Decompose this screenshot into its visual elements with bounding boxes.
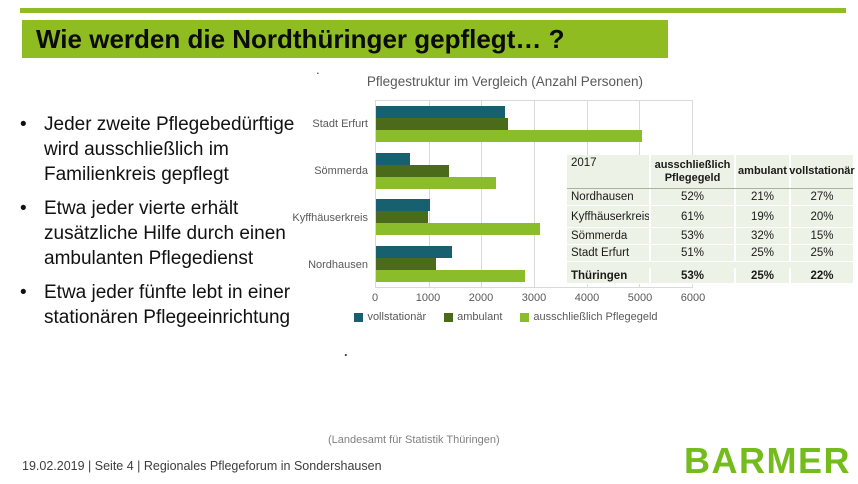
source-note: (Landesamt für Statistik Thüringen) <box>328 434 500 446</box>
legend-label: vollstationär <box>367 311 427 323</box>
table-cell-value: 53% <box>649 228 734 244</box>
bullet-item: • Jeder zweite Pflegebedürftige wird aus… <box>14 112 324 187</box>
table-cell-value: 32% <box>734 228 789 244</box>
bullet-marker: • <box>20 114 27 135</box>
table-row-nordhausen: Nordhausen 52% 21% 27% <box>567 189 853 206</box>
legend-swatch <box>520 312 530 322</box>
bullet-text: Etwa jeder fünfte lebt in einer stationä… <box>44 282 291 328</box>
table-row-th-ringen: Thüringen 53% 25% 22% <box>567 268 853 284</box>
bullet-list: • Jeder zweite Pflegebedürftige wird aus… <box>14 112 324 339</box>
table-row-stadt-erfurt: Stadt Erfurt 51% 25% 25% <box>567 245 853 262</box>
x-tick-label: 4000 <box>574 292 600 304</box>
gridline <box>534 101 535 287</box>
legend-label: ambulant <box>457 311 503 323</box>
table-row-s-mmerda: Sömmerda 53% 32% 15% <box>567 228 853 245</box>
barmer-logo: BARMER <box>684 440 851 481</box>
bar-ambulant <box>376 164 450 177</box>
table-cell-value: 21% <box>734 189 789 205</box>
table-row-label: Sömmerda <box>571 230 628 242</box>
bar-ambulant <box>376 257 436 270</box>
table-cell-value: 25% <box>789 245 853 261</box>
bar-ambulant <box>376 211 429 224</box>
table-header-row: 2017 ausschließlich Pflegegeld ambulant vol… <box>567 155 855 189</box>
category-label: Stadt Erfurt <box>312 117 368 130</box>
stray-period: . <box>344 344 348 359</box>
pflegestruktur-chart: Pflegestruktur im Vergleich (Anzahl Pers… <box>290 70 705 338</box>
slide-title-bar: Wie werden die Nordthüringer gepflegt… ? <box>22 20 668 58</box>
bar-group-s-mmerda <box>376 148 692 195</box>
gridline <box>428 101 430 287</box>
legend-swatch <box>444 312 454 322</box>
table-cell-value: 52% <box>649 189 734 205</box>
x-tick-label: 6000 <box>680 292 706 304</box>
category-label: Nordhausen <box>308 258 368 271</box>
stray-period: . <box>316 62 320 77</box>
table-cell-value: 27% <box>789 189 853 205</box>
bar-group-kyffh-userkreis <box>376 194 692 241</box>
bar-vollstation-r <box>376 245 453 258</box>
table-year-label: 2017 <box>571 157 597 169</box>
legend-item: ausschließlich Pflegegeld <box>520 311 658 323</box>
chart-title: Pflegestruktur im Vergleich (Anzahl Pers… <box>366 74 644 89</box>
table-cell-value: 20% <box>789 206 853 227</box>
bar-ausschlie-lich-pflegegeld <box>376 176 497 189</box>
x-tick-label: 0 <box>371 292 379 304</box>
chart-plot-area <box>375 100 693 288</box>
table-row-label: Nordhausen <box>571 191 634 203</box>
bullet-item: • Etwa jeder vierte erhält zusätzliche H… <box>14 196 324 271</box>
comparison-table: 2017 ausschließlich Pflegegeld ambulant vol… <box>567 155 855 284</box>
table-row-label: Thüringen <box>571 269 628 282</box>
bullet-marker: • <box>20 198 27 219</box>
bar-vollstation-r <box>376 106 506 119</box>
table-cell-value: 19% <box>734 206 789 227</box>
top-accent-strip <box>20 8 846 13</box>
x-tick-label: 1000 <box>415 292 441 304</box>
bar-ausschlie-lich-pflegegeld <box>376 269 525 282</box>
table-cell-value: 15% <box>789 228 853 244</box>
x-tick-label: 3000 <box>521 292 547 304</box>
legend-item: ambulant <box>444 311 502 323</box>
gridline <box>481 101 483 287</box>
bar-vollstation-r <box>376 199 430 212</box>
bar-group-nordhausen <box>376 241 692 288</box>
page-title: Wie werden die Nordthüringer gepflegt… ? <box>36 23 565 54</box>
category-label: Kyffhäuserkreis <box>292 211 368 224</box>
bullet-marker: • <box>20 282 27 303</box>
bar-ausschlie-lich-pflegegeld <box>376 130 642 143</box>
table-column-header: vollstationär <box>789 155 855 188</box>
table-cell-value: 61% <box>649 206 734 227</box>
chart-legend: vollstationär ambulant ausschließlich Pfle… <box>310 311 702 323</box>
bar-vollstation-r <box>376 152 411 165</box>
x-tick-label: 5000 <box>627 292 653 304</box>
table-cell-value: 51% <box>649 245 734 261</box>
table-cell-value: 22% <box>789 268 853 283</box>
bullet-text: Etwa jeder vierte erhält zusätzliche Hil… <box>44 198 286 269</box>
legend-label: ausschließlich Pflegegeld <box>533 311 658 323</box>
bar-ausschlie-lich-pflegegeld <box>376 223 540 236</box>
legend-swatch <box>354 312 364 322</box>
x-tick-label: 2000 <box>468 292 494 304</box>
table-column-header: ambulant <box>734 155 789 188</box>
table-row-label: Kyffhäuserkreis <box>571 210 651 223</box>
table-row-kyffh-userkreis: Kyffhäuserkreis 61% 19% 20% <box>567 206 853 228</box>
bullet-item: • Etwa jeder fünfte lebt in einer statio… <box>14 280 324 330</box>
category-label: Sömmerda <box>314 164 368 177</box>
table-column-header: ausschließlich Pflegegeld <box>649 155 734 188</box>
bullet-text: Jeder zweite Pflegebedürftige wird aussc… <box>44 114 295 185</box>
bar-group-stadt-erfurt <box>376 101 692 148</box>
footer-text: 19.02.2019 | Seite 4 | Regionales Pflege… <box>22 459 382 473</box>
legend-item: vollstationär <box>354 311 426 323</box>
table-cell-value: 53% <box>649 268 734 283</box>
table-cell-value: 25% <box>734 245 789 261</box>
bar-ambulant <box>376 118 508 131</box>
table-cell-value: 25% <box>734 268 789 283</box>
table-row-label: Stadt Erfurt <box>571 247 630 259</box>
